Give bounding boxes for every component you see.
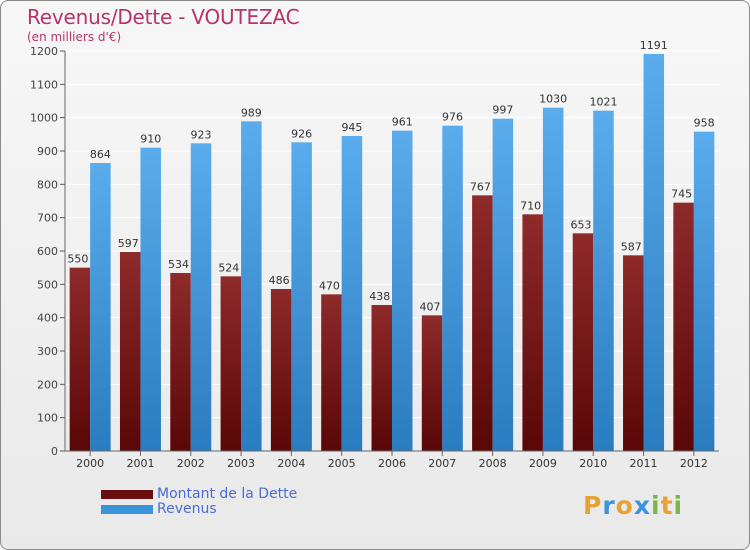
data-label-dette-2001: 597 [118, 237, 139, 250]
data-label-revenus-2009: 1030 [539, 93, 567, 106]
bar-revenus-2007 [442, 125, 463, 452]
data-label-dette-2004: 486 [269, 274, 290, 287]
bar-dette-2005 [321, 294, 342, 451]
bar-dette-2000 [69, 267, 91, 451]
data-label-dette-2009: 710 [520, 199, 541, 212]
bar-revenus-2006 [392, 130, 413, 451]
bar-revenus-2001 [140, 147, 161, 451]
logo-letter: t [660, 491, 674, 520]
bar-dette-2002 [170, 273, 191, 451]
y-tick-label: 500 [37, 278, 58, 291]
bar-revenus-2011 [643, 54, 665, 451]
x-tick-label-2009: 2009 [529, 457, 557, 470]
bar-revenus-2008 [492, 118, 514, 452]
bar-revenus-2002 [190, 143, 212, 452]
data-label-dette-2003: 524 [218, 261, 239, 274]
legend-label-revenus: Revenus [157, 501, 217, 517]
data-label-revenus-2001: 910 [140, 133, 161, 146]
bar-revenus-2010 [593, 110, 614, 452]
bar-dette-2009 [522, 214, 543, 451]
bar-revenus-2009 [542, 107, 564, 452]
logo-letter: i [673, 491, 684, 520]
y-tick-label: 600 [37, 245, 58, 258]
bar-revenus-2000 [90, 163, 111, 451]
x-tick-label-2001: 2001 [126, 457, 154, 470]
data-label-revenus-2008: 997 [492, 104, 513, 117]
x-tick-label-2006: 2006 [378, 457, 406, 470]
y-tick-label: 800 [37, 178, 58, 191]
data-label-revenus-2006: 961 [392, 116, 413, 129]
x-tick-label-2005: 2005 [328, 457, 356, 470]
data-label-dette-2008: 767 [470, 180, 491, 193]
data-label-dette-2006: 438 [369, 290, 390, 303]
data-label-dette-2000: 550 [67, 253, 88, 266]
bar-dette-2011 [623, 255, 644, 451]
logo-letter: r [602, 491, 616, 520]
y-tick-label: 900 [37, 145, 58, 158]
data-label-dette-2005: 470 [319, 279, 340, 292]
data-label-dette-2011: 587 [621, 240, 642, 253]
legend-swatch-dette [101, 490, 153, 499]
x-tick-label-2007: 2007 [428, 457, 456, 470]
bar-revenus-2012 [693, 131, 715, 451]
logo-letter: i [651, 491, 661, 520]
x-tick-label-2011: 2011 [630, 457, 658, 470]
data-label-dette-2012: 745 [671, 188, 692, 201]
data-label-revenus-2010: 1021 [589, 96, 617, 109]
bar-dette-2006 [371, 305, 392, 451]
y-tick-label: 300 [37, 345, 58, 358]
data-label-revenus-2011: 1191 [640, 39, 668, 52]
x-tick-label-2008: 2008 [479, 457, 507, 470]
logo-letter: P [583, 491, 603, 520]
y-tick-label: 1100 [30, 78, 58, 91]
y-tick-label: 0 [51, 445, 58, 458]
data-label-dette-2007: 407 [420, 300, 441, 313]
y-tick-label: 1000 [30, 112, 58, 125]
y-tick-label: 200 [37, 378, 58, 391]
y-tick-label: 700 [37, 212, 58, 225]
data-label-revenus-2007: 976 [442, 111, 463, 124]
logo-letter: o [615, 491, 634, 520]
x-tick-label-2002: 2002 [177, 457, 205, 470]
y-tick-label: 400 [37, 312, 58, 325]
bar-dette-2003 [220, 276, 242, 451]
proxiti-logo: Proxiti [583, 491, 683, 520]
legend-swatch-revenus [101, 505, 153, 514]
x-tick-label-2003: 2003 [227, 457, 255, 470]
bar-dette-2004 [270, 289, 292, 451]
bar-revenus-2003 [241, 121, 262, 451]
x-tick-label-2004: 2004 [277, 457, 305, 470]
x-tick-label-2000: 2000 [76, 457, 104, 470]
bar-dette-2012 [673, 202, 694, 451]
data-label-revenus-2002: 923 [191, 128, 212, 141]
logo-letter: x [633, 491, 651, 520]
data-label-revenus-2000: 864 [90, 148, 111, 161]
data-label-revenus-2012: 958 [694, 117, 715, 130]
data-label-dette-2002: 534 [168, 258, 189, 271]
bar-dette-2001 [119, 252, 141, 451]
bar-dette-2010 [572, 233, 594, 451]
data-label-dette-2010: 653 [570, 218, 591, 231]
legend-label-dette: Montant de la Dette [157, 486, 298, 502]
y-tick-label: 1200 [30, 45, 58, 58]
bar-dette-2007 [421, 315, 443, 451]
data-label-revenus-2004: 926 [291, 127, 312, 140]
bar-revenus-2005 [341, 136, 363, 451]
x-tick-label-2012: 2012 [680, 457, 708, 470]
chart-subtitle: (en milliers d'€) [27, 30, 122, 44]
data-label-revenus-2003: 989 [241, 106, 262, 119]
data-label-revenus-2005: 945 [341, 121, 362, 134]
bar-revenus-2004 [291, 142, 312, 452]
x-tick-label-2010: 2010 [579, 457, 607, 470]
bar-dette-2008 [472, 195, 493, 451]
y-tick-label: 100 [37, 412, 58, 425]
chart-title: Revenus/Dette - VOUTEZAC [27, 5, 300, 29]
